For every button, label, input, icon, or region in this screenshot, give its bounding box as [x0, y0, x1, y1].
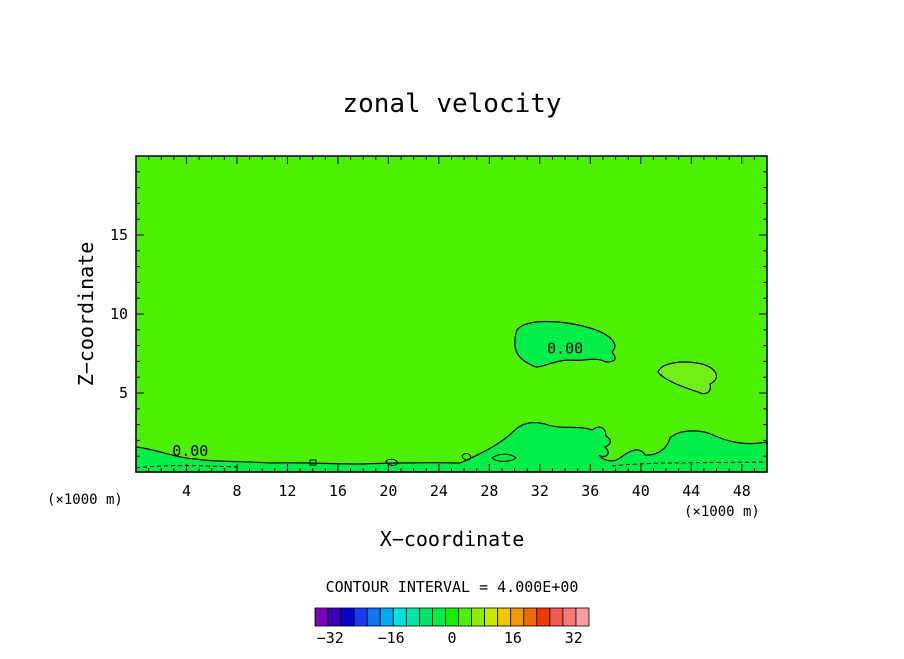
colorbar-swatch: [314, 607, 329, 627]
dashed-contour: [135, 461, 768, 469]
colorbar-swatch: [340, 607, 355, 627]
colorbar-swatch: [510, 607, 525, 627]
x-tick-label: 12: [278, 482, 296, 500]
colorbar-swatch: [379, 607, 394, 627]
colorbar-swatch: [484, 607, 499, 627]
colorbar-label: 16: [504, 629, 522, 647]
colorbar-label: 32: [565, 629, 583, 647]
x-tick-label: 8: [232, 482, 241, 500]
x-tick-label: 44: [682, 482, 700, 500]
colorbar-swatch: [497, 607, 512, 627]
contour-interval-text: CONTOUR INTERVAL = 4.000E+00: [326, 578, 579, 596]
contour-fragment: [461, 453, 472, 461]
colorbar-swatch: [536, 607, 551, 627]
colorbar-label: −32: [317, 629, 344, 647]
colorbar-swatch: [418, 607, 433, 627]
colorbar-swatch: [353, 607, 368, 627]
y-axis-unit: (×1000 m): [47, 492, 123, 508]
colorbar-swatch: [549, 607, 564, 627]
field-background: [136, 156, 767, 472]
colorbar-swatch: [405, 607, 420, 627]
x-tick-label: 48: [733, 482, 751, 500]
colorbar-swatch: [471, 607, 486, 627]
colorbar-swatch: [562, 607, 577, 627]
colorbar-swatch: [392, 607, 407, 627]
colorbar-swatch: [432, 607, 446, 627]
chart-title: zonal velocity: [342, 89, 561, 119]
colorbar-swatch: [523, 607, 538, 627]
x-tick-label: 16: [329, 482, 347, 500]
x-tick-label: 32: [531, 482, 549, 500]
y-axis-label: Z−coordinate: [74, 242, 98, 387]
contour-label: 0.00: [172, 442, 208, 460]
contour-fragment: [491, 453, 517, 462]
contour-fragment: [385, 458, 399, 466]
colorbar-swatch: [366, 607, 381, 627]
colorbar-swatch: [445, 607, 459, 627]
contour-region-weak-negative-lower: [135, 421, 768, 473]
colorbar-label: −16: [378, 629, 405, 647]
colorbar-label: 0: [447, 629, 456, 647]
contour-fragment: [309, 459, 317, 466]
y-tick-label: 10: [110, 305, 128, 323]
contour-region-weak-negative-upper: [514, 320, 616, 368]
contour-region-weak-positive: [657, 361, 718, 395]
x-tick-label: 36: [581, 482, 599, 500]
y-tick-label: 5: [119, 384, 128, 402]
y-tick-label: 15: [110, 226, 128, 244]
colorbar-swatch: [575, 607, 590, 627]
x-axis-unit: (×1000 m): [684, 504, 760, 520]
contour-label: 0.00: [547, 340, 583, 358]
x-tick-label: 20: [379, 482, 397, 500]
colorbar-swatch: [327, 607, 342, 627]
x-axis-label: X−coordinate: [380, 527, 525, 551]
x-tick-label: 24: [430, 482, 448, 500]
x-tick-label: 4: [182, 482, 191, 500]
x-tick-label: 40: [632, 482, 650, 500]
colorbar-swatch: [458, 607, 472, 627]
x-tick-label: 28: [480, 482, 498, 500]
colorbar: −32 −16 0 16 32: [314, 607, 590, 647]
